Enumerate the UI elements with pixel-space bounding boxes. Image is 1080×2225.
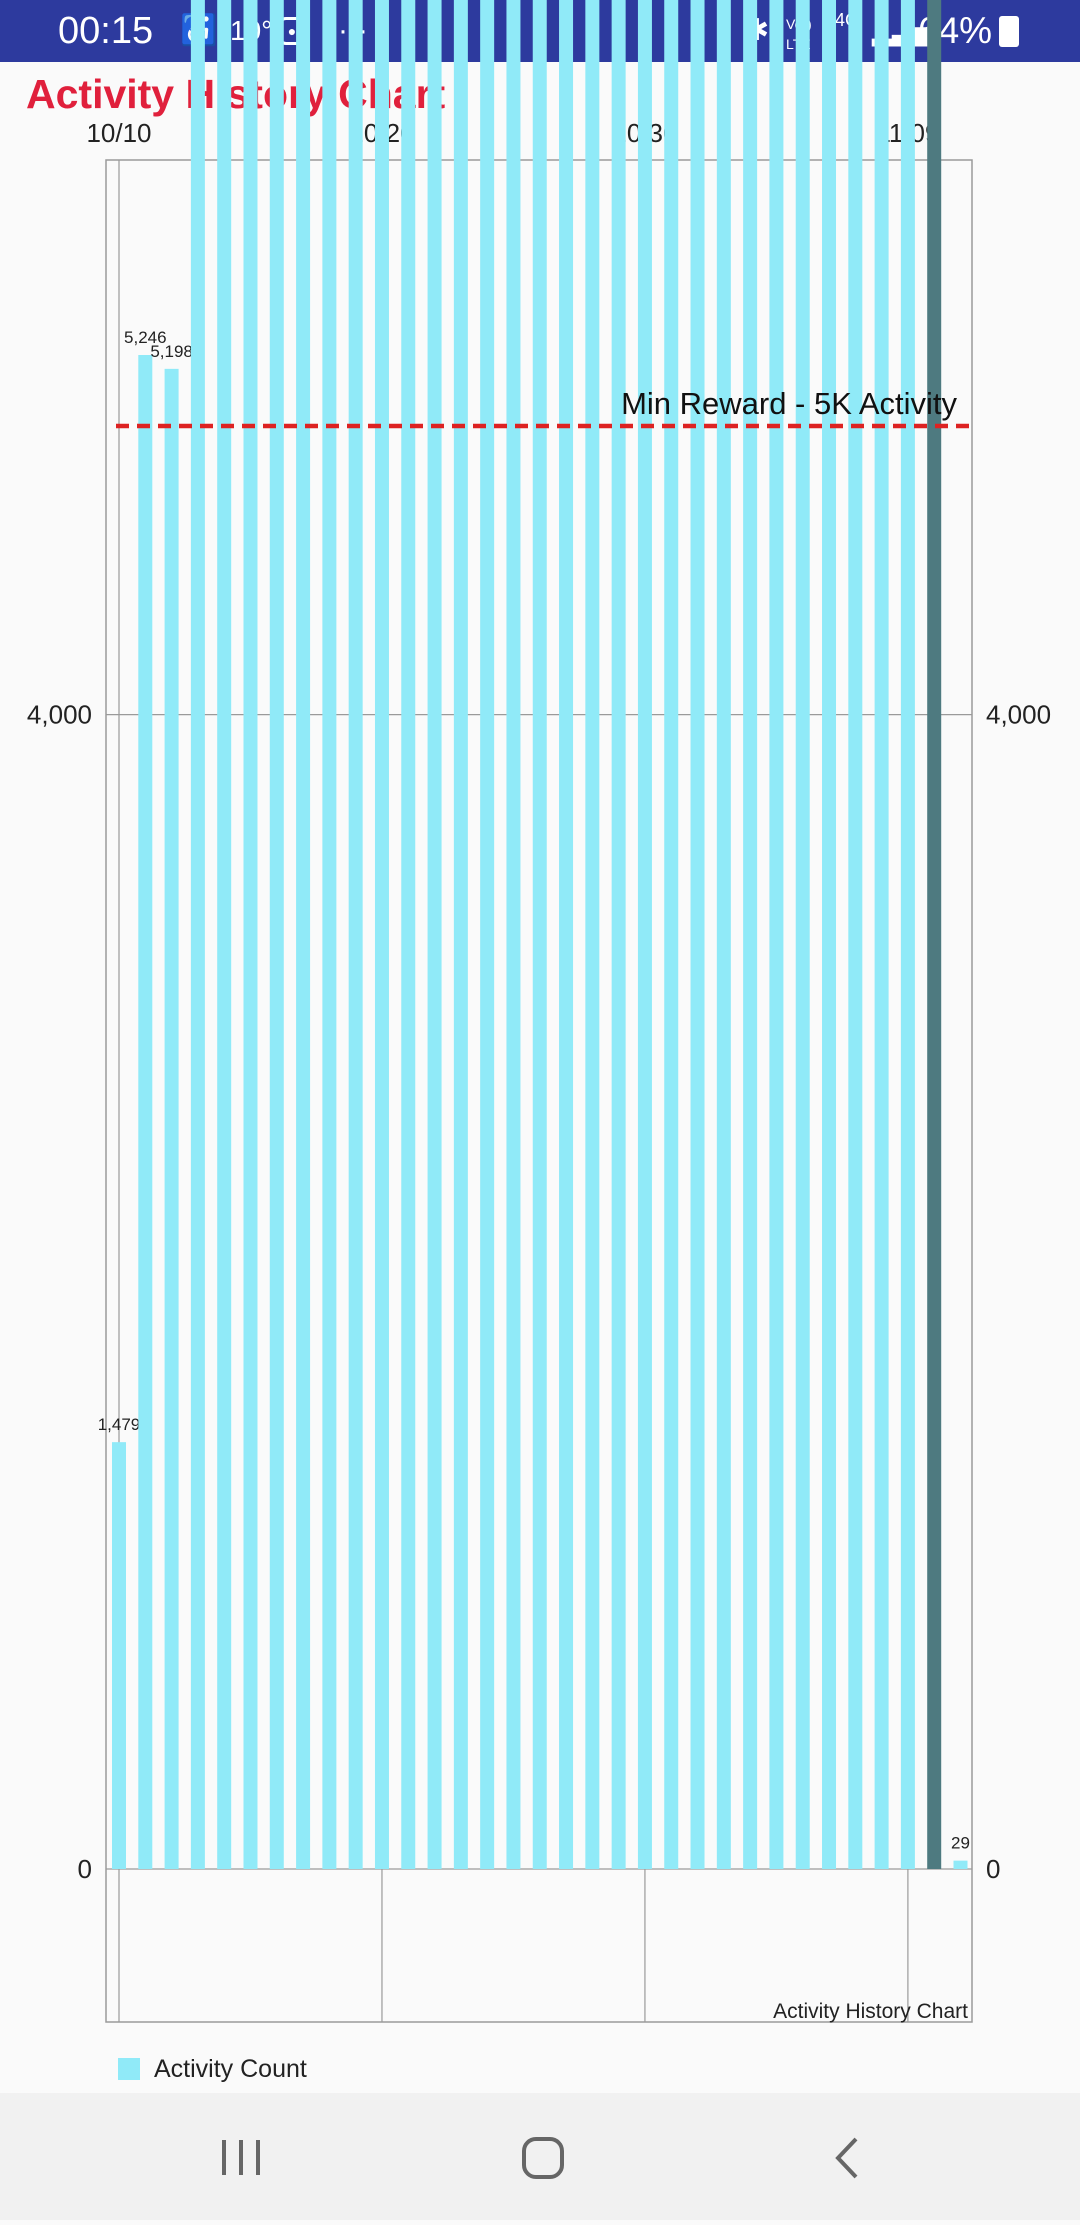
bar — [953, 1860, 968, 1869]
y-tick-label-left: 0 — [78, 1854, 92, 1884]
back-icon[interactable] — [805, 2123, 885, 2193]
y-tick-label-right: 4,000 — [986, 700, 1051, 730]
chart-legend: Activity Count — [118, 2052, 307, 2086]
bar — [269, 0, 284, 1870]
bar — [637, 0, 652, 1869]
battery-icon — [999, 16, 1019, 47]
bar — [611, 0, 626, 1869]
bar — [716, 0, 731, 1869]
bar-value-label: 29 — [951, 1834, 970, 1853]
bar — [480, 0, 495, 1870]
legend-swatch — [118, 2058, 140, 2080]
bar-value-label: 5,198 — [150, 342, 193, 361]
navigation-bar — [0, 2093, 1080, 2220]
bar — [822, 0, 837, 1869]
bar — [217, 0, 232, 1869]
bar-value-label: 1,479 — [98, 1415, 141, 1434]
bar — [138, 355, 153, 1869]
bar — [506, 0, 521, 1869]
bar — [664, 0, 679, 1869]
status-time: 00:15 — [58, 10, 154, 52]
bar — [427, 0, 442, 1869]
bar — [532, 0, 547, 1870]
bar — [743, 0, 758, 1870]
bar — [927, 0, 942, 1869]
y-tick-label-right: 0 — [986, 1854, 1000, 1884]
home-icon[interactable] — [500, 2123, 585, 2193]
bar — [296, 0, 311, 1869]
chart-description: Activity History Chart — [773, 2000, 968, 2023]
recent-apps-icon[interactable] — [200, 2123, 280, 2193]
bar — [769, 0, 784, 1869]
bar — [900, 0, 915, 1869]
x-tick-label: 10/10 — [86, 118, 151, 148]
bar — [164, 368, 179, 1870]
bar — [874, 0, 889, 1869]
bar — [243, 0, 258, 1869]
legend-label: Activity Count — [154, 2054, 307, 2083]
bar — [190, 0, 205, 1870]
bar — [690, 0, 705, 1869]
y-tick-label-left: 4,000 — [27, 700, 92, 730]
limit-line-label: Min Reward - 5K Activity — [621, 386, 957, 421]
bar — [585, 0, 600, 1869]
bar — [322, 0, 337, 1869]
bar-value-label: 5,246 — [124, 328, 167, 347]
bar — [401, 0, 416, 1870]
bar — [453, 0, 468, 1869]
bar — [559, 0, 574, 1869]
bar — [112, 1442, 126, 1869]
bar — [374, 0, 389, 1869]
bar — [848, 0, 863, 1870]
bar — [795, 0, 810, 1869]
bar — [348, 0, 363, 1869]
